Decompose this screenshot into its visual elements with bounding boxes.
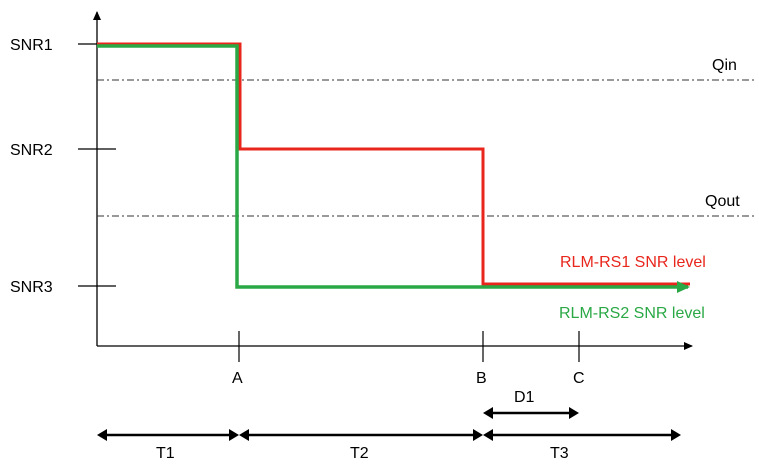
x-label-a: A [232, 370, 243, 387]
t2-arrowhead-right [473, 429, 483, 441]
t1-arrowhead-left [97, 429, 107, 441]
x-label-b: B [476, 370, 487, 387]
t3-arrowhead-left [483, 429, 493, 441]
t1-arrowhead-right [229, 429, 239, 441]
rlm-rs2-snr-line [97, 44, 690, 293]
d1-arrowhead-right [569, 407, 579, 419]
rlm-rs1-snr-line [97, 42, 690, 286]
t2-label: T2 [350, 445, 369, 462]
d1-arrowhead-left [483, 407, 493, 419]
t1-label: T1 [156, 445, 175, 462]
x-label-c: C [573, 370, 585, 387]
y-label-snr1: SNR1 [10, 37, 53, 54]
rlm-rs1-label: RLM-RS1 SNR level [560, 254, 706, 271]
d1-label: D1 [514, 389, 535, 406]
y-label-snr3: SNR3 [10, 279, 53, 296]
t2-arrowhead-left [239, 429, 249, 441]
rlm-rs2-label: RLM-RS2 SNR level [559, 305, 705, 322]
qout-label: Qout [705, 193, 740, 210]
qin-label: Qin [712, 57, 737, 74]
t3-label: T3 [550, 445, 569, 462]
t3-arrowhead-right [671, 429, 681, 441]
y-label-snr2: SNR2 [10, 142, 53, 159]
